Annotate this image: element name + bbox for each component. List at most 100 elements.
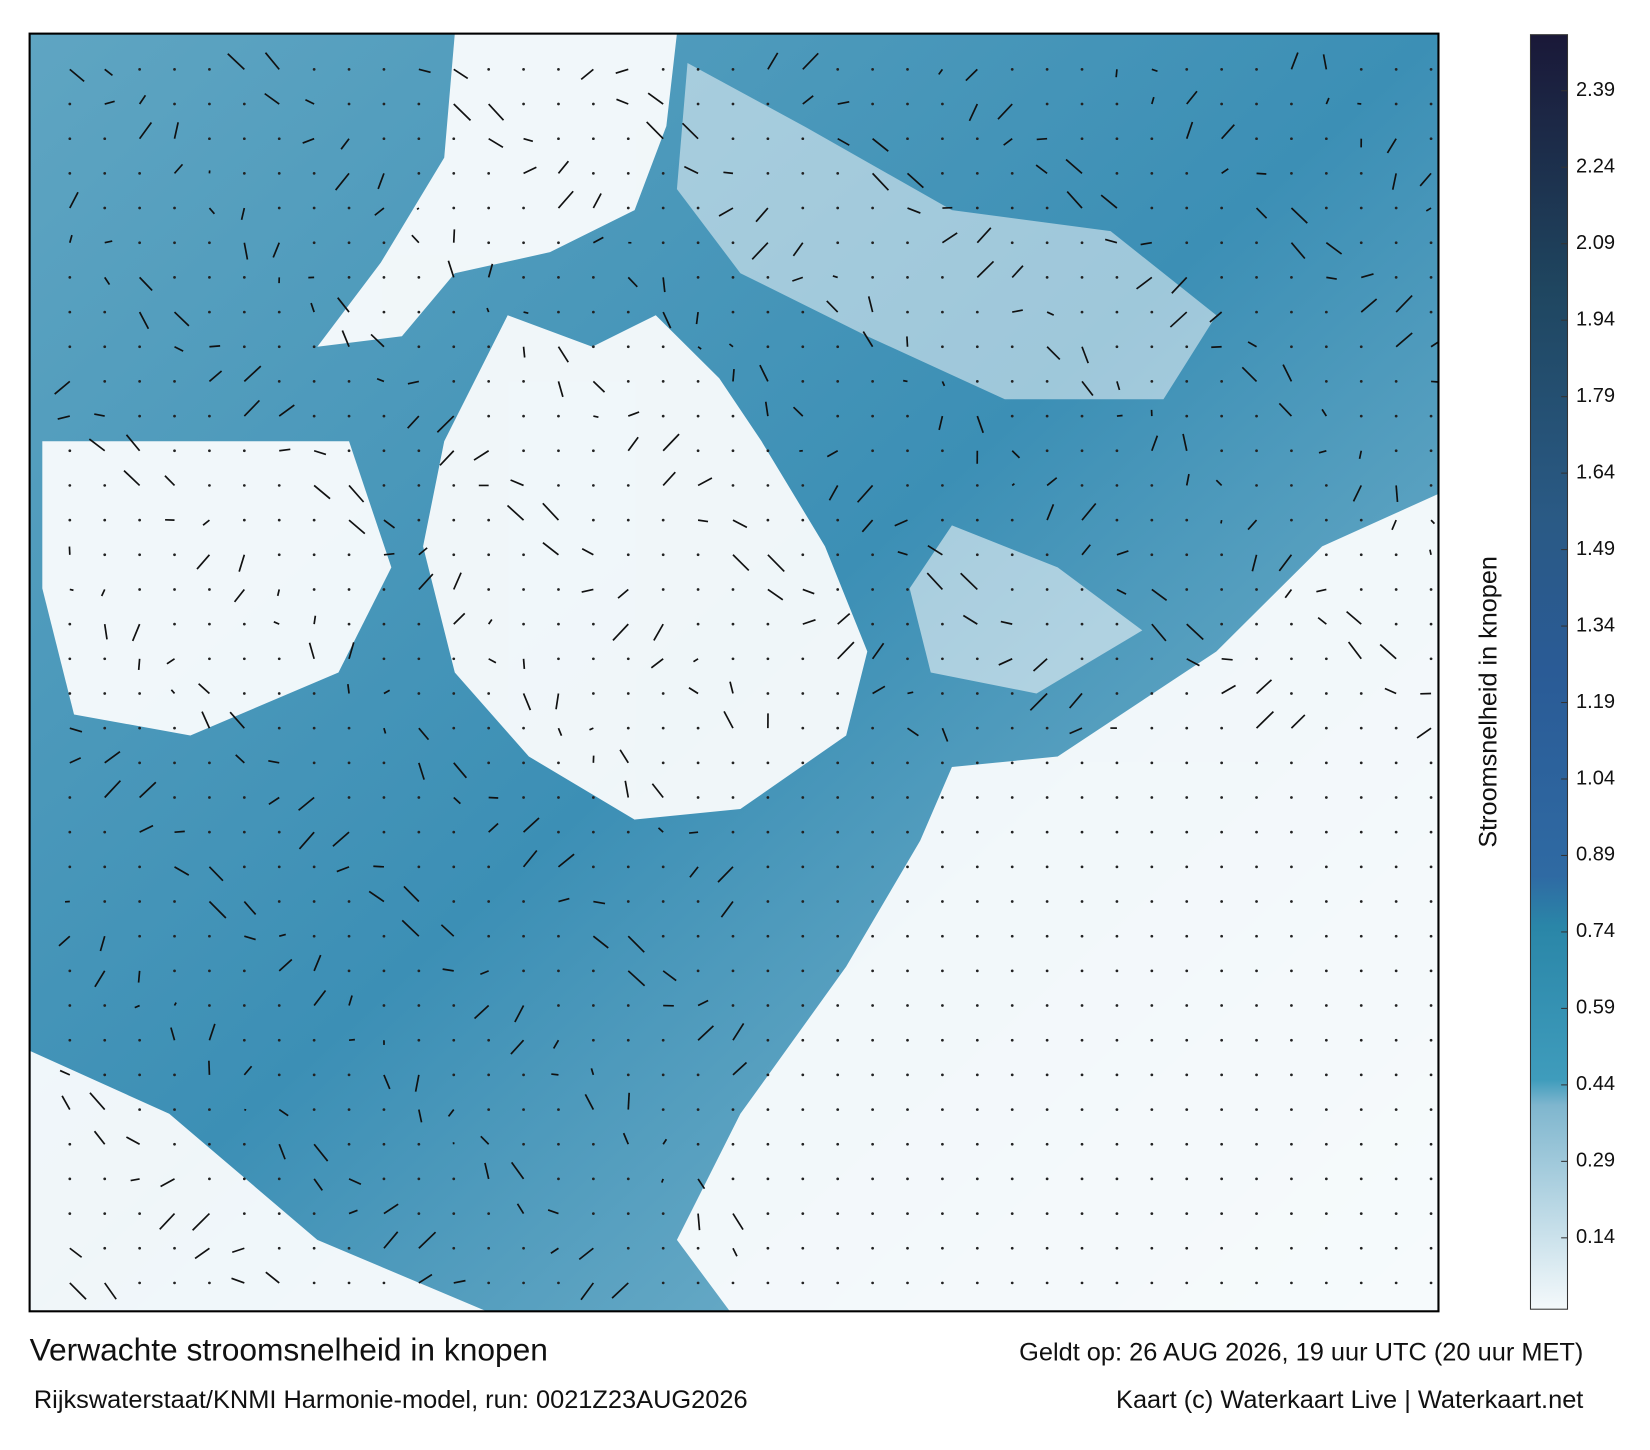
vector-dot: [138, 1212, 141, 1215]
vector-arrow: [488, 822, 499, 833]
vector-dot: [347, 1108, 351, 1111]
vector-dot: [1080, 310, 1084, 314]
vector-dot: [347, 414, 351, 418]
vector-dot: [766, 1246, 770, 1250]
vector-dot: [1220, 414, 1224, 418]
vector-dot: [766, 1004, 770, 1007]
vector-arrow: [1036, 137, 1048, 141]
vector-dot: [836, 67, 840, 71]
vector-arrow: [134, 1004, 140, 1009]
vector-dot: [1115, 137, 1119, 141]
vector-dot: [242, 865, 246, 869]
vector-dot: [1150, 1038, 1154, 1042]
vector-arrow: [1182, 433, 1188, 451]
vector-dot: [1394, 796, 1398, 799]
vector-dot: [208, 934, 211, 938]
vector-dot: [1220, 622, 1224, 626]
vector-dot: [242, 1212, 246, 1215]
vector-arrow: [522, 817, 540, 833]
vector-arrow: [348, 995, 353, 1006]
map-title: Verwachte stroomsnelheid in knopen: [30, 1332, 548, 1368]
vector-arrow: [370, 333, 385, 348]
vector-dot: [801, 518, 805, 522]
vector-dot: [696, 1246, 700, 1250]
vector-dot: [696, 622, 700, 626]
vector-dot: [1115, 622, 1119, 626]
vector-dot: [382, 102, 386, 106]
vector-arrow: [767, 554, 785, 573]
vector-arrow: [1255, 711, 1274, 729]
vector-dot: [417, 518, 421, 522]
vector-arrow: [837, 100, 850, 105]
vector-dot: [766, 276, 770, 279]
vector-arrow: [764, 401, 769, 417]
vector-dot: [1115, 345, 1119, 349]
vector-arrow: [1116, 414, 1123, 417]
vector-dot: [452, 380, 456, 383]
vector-arrow: [418, 1231, 437, 1249]
vector-arrow: [208, 866, 224, 882]
vector-arrow: [418, 1273, 433, 1284]
vector-arrow: [1186, 90, 1198, 105]
vector-arrow: [1116, 550, 1129, 556]
vector-arrow: [278, 1143, 286, 1160]
vector-dot: [1080, 761, 1084, 765]
vector-arrow: [968, 103, 979, 122]
vector-arrow: [1255, 207, 1268, 219]
vector-arrow: [523, 311, 529, 315]
vector-dot: [766, 934, 770, 938]
vector-dot: [975, 1177, 979, 1181]
vector-dot: [138, 553, 141, 557]
vector-arrow: [894, 519, 908, 527]
vector-dot: [801, 553, 805, 557]
vector-dot: [766, 102, 770, 106]
vector-dot: [1255, 796, 1258, 799]
vector-dot: [1394, 726, 1398, 730]
vector-arrow: [906, 172, 924, 189]
vector-dot: [1394, 1281, 1398, 1285]
vector-dot: [941, 345, 944, 349]
vector-arrow: [1346, 611, 1362, 625]
vector-dot: [1080, 102, 1084, 106]
vector-dot: [1429, 1177, 1433, 1181]
vector-arrow: [907, 691, 914, 695]
vector-dot: [1394, 1212, 1398, 1215]
vector-arrow: [802, 95, 814, 105]
vector-arrow: [104, 1282, 117, 1300]
vector-dot: [1150, 969, 1154, 973]
vector-arrow: [272, 242, 281, 258]
vector-arrow: [1290, 714, 1306, 729]
vector-dot: [557, 1142, 560, 1146]
vector-dot: [1429, 865, 1433, 869]
vector-dot: [941, 969, 944, 973]
vector-dot: [1115, 1177, 1119, 1181]
vector-arrow: [418, 547, 428, 556]
vector-arrow: [313, 449, 327, 456]
vector-dot: [626, 172, 630, 175]
vector-arrow: [264, 92, 280, 105]
vector-dot: [1290, 830, 1293, 834]
vector-arrow: [447, 260, 455, 278]
vector-arrow: [662, 1138, 668, 1145]
vector-dot: [557, 449, 560, 453]
vector-dot: [242, 657, 246, 661]
vector-dot: [487, 1073, 491, 1077]
vector-arrow: [174, 866, 190, 876]
vector-dot: [871, 276, 874, 279]
vector-dot: [591, 657, 595, 661]
vector-arrow: [1290, 242, 1306, 260]
vector-dot: [626, 310, 630, 314]
vector-dot: [906, 67, 909, 71]
vector-dot: [591, 1142, 595, 1146]
vector-arrow: [123, 469, 141, 487]
vector-dot: [1080, 241, 1084, 245]
vector-dot: [138, 241, 141, 245]
vector-dot: [836, 172, 840, 175]
vector-dot: [1220, 276, 1224, 279]
vector-arrow: [104, 240, 113, 244]
vector-dot: [906, 900, 909, 903]
vector-dot: [1185, 518, 1189, 522]
vector-dot: [661, 1212, 665, 1215]
vector-dot: [975, 1004, 979, 1007]
vector-arrow: [653, 623, 664, 641]
